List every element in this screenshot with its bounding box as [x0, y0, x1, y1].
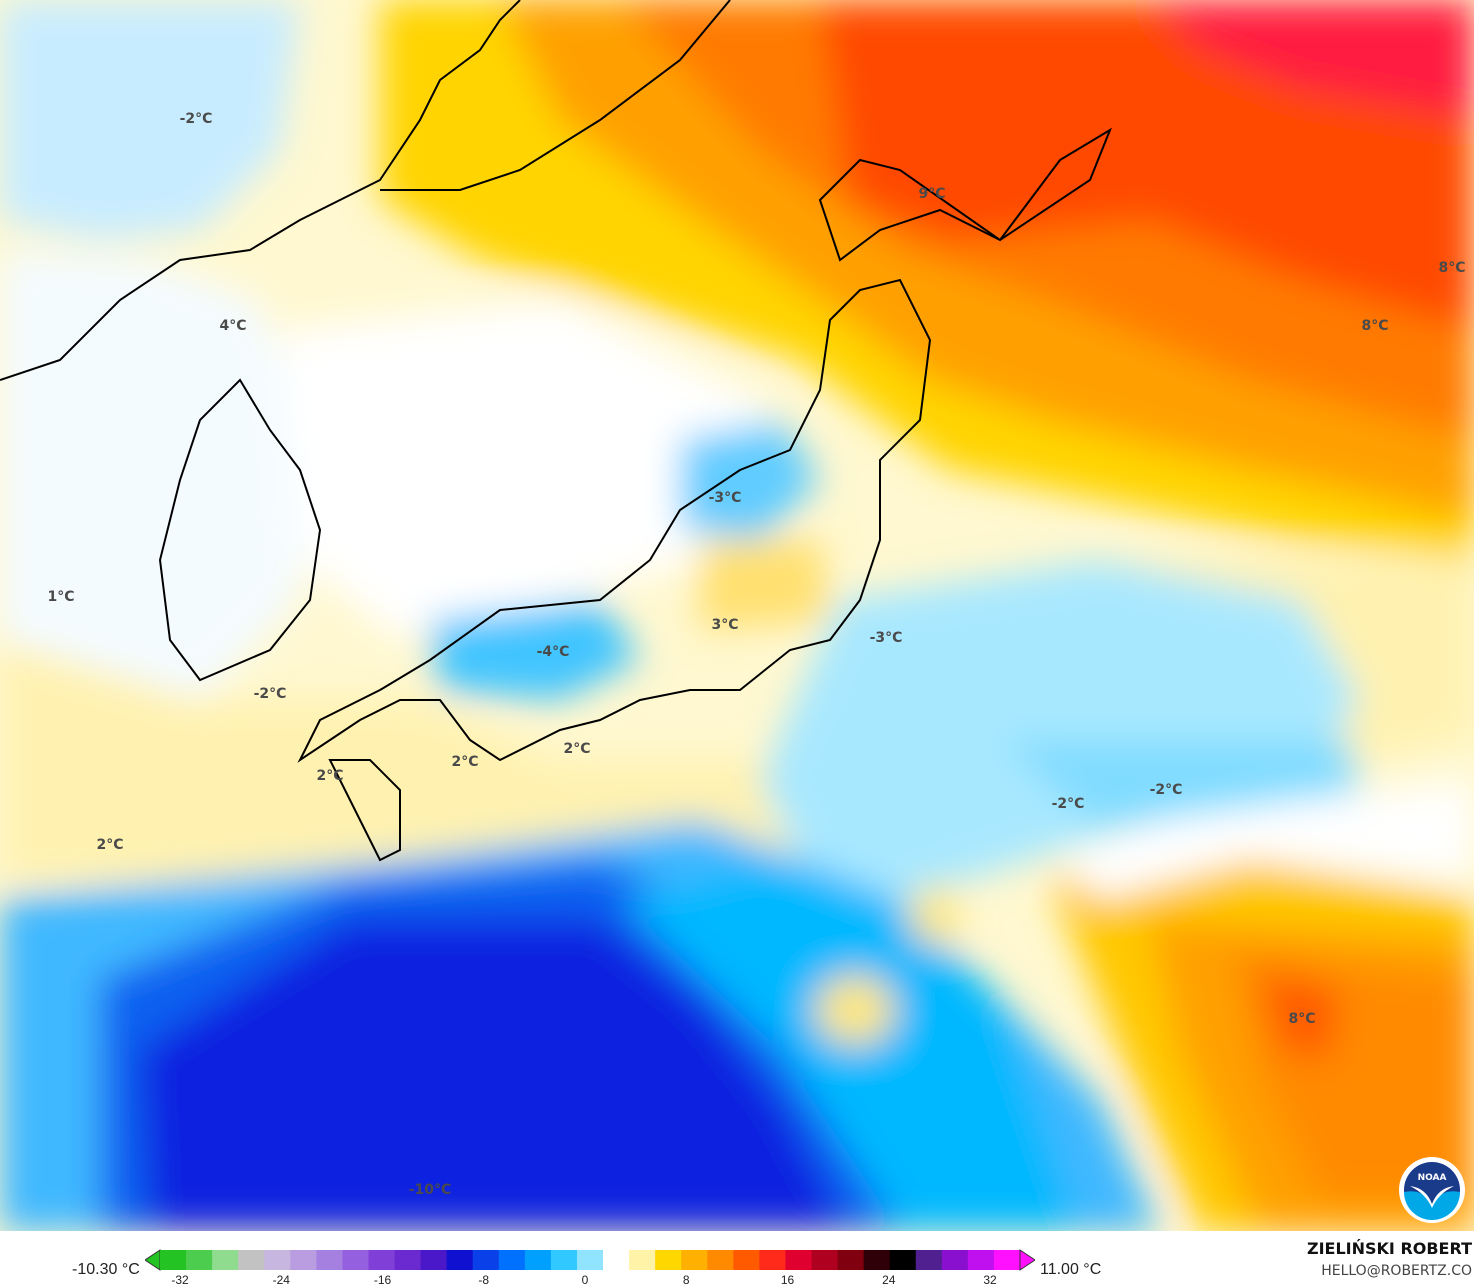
temperature-label: 8°C — [1288, 1011, 1316, 1027]
temperature-label: 9°C — [918, 186, 946, 202]
temperature-label: 3°C — [711, 617, 739, 633]
colorbar-segment — [681, 1250, 708, 1270]
colorbar-segment — [472, 1250, 500, 1270]
colorbar-segment — [550, 1250, 578, 1270]
temperature-label: 8°C — [1361, 318, 1389, 334]
colorbar-min-arrow — [145, 1249, 161, 1271]
temperature-label: -3°C — [708, 490, 742, 506]
colorbar-tick-label: 0 — [581, 1273, 589, 1287]
temperature-label: -2°C — [253, 686, 287, 702]
colorbar-tick-label: -32 — [171, 1273, 189, 1287]
coastlines — [0, 0, 1113, 862]
colorbar-segment — [629, 1250, 656, 1270]
temperature-label: 2°C — [316, 768, 344, 784]
temperature-label: 2°C — [96, 837, 124, 853]
temperature-label: 4°C — [219, 318, 247, 334]
colorbar-segment — [498, 1250, 526, 1270]
colorbar-segment — [576, 1250, 604, 1270]
colorbar-tick-label: -24 — [272, 1273, 290, 1287]
colorbar-segment — [342, 1250, 369, 1270]
colorbar-segment — [368, 1250, 396, 1270]
temperature-field — [0, 0, 1474, 1231]
colorbar-tick-label: 24 — [882, 1273, 896, 1287]
colorbar-segment — [446, 1250, 474, 1270]
temperature-label: 8°C — [1438, 260, 1466, 276]
colorbar-tick-label: 32 — [983, 1273, 997, 1287]
noaa-logo: NOAA — [1399, 1157, 1465, 1223]
colorbar-segment — [603, 1250, 630, 1270]
colorbar-segment — [238, 1250, 265, 1270]
colorbar-segment — [759, 1250, 786, 1270]
colorbar-segment — [316, 1250, 343, 1270]
noaa-logo-text: NOAA — [1418, 1173, 1447, 1183]
temperature-label: 2°C — [563, 741, 591, 757]
colorbar — [145, 1249, 1035, 1271]
temperature-anomaly-map: NOAA — [0, 0, 1474, 1231]
colorbar-segment — [264, 1250, 291, 1270]
temperature-label: -4°C — [536, 644, 570, 660]
colorbar-segment — [394, 1250, 422, 1270]
colorbar-segment — [733, 1250, 760, 1270]
colorbar-segment — [785, 1250, 813, 1270]
temperature-label: -10°C — [408, 1182, 452, 1198]
temperature-label: 2°C — [451, 754, 479, 770]
colorbar-segment — [837, 1250, 865, 1270]
colorbar-segment — [993, 1250, 1021, 1270]
colorbar-segment — [420, 1250, 448, 1270]
colorbar-segment — [212, 1250, 239, 1270]
temperature-label: -2°C — [1051, 796, 1085, 812]
colorbar-tick-label: 8 — [682, 1273, 690, 1287]
colorbar-segment — [707, 1250, 734, 1270]
colorbar-segment — [811, 1250, 839, 1270]
colorbar-segment — [863, 1250, 891, 1270]
colorbar-segment — [186, 1250, 213, 1270]
temperature-label: -2°C — [179, 111, 213, 127]
colorbar-segment — [915, 1250, 943, 1270]
colorbar-segment — [655, 1250, 682, 1270]
temperature-label: -3°C — [869, 630, 903, 646]
author-name: ZIELIŃSKI ROBERT — [1306, 1239, 1472, 1258]
author-email[interactable]: HELLO@ROBERTZ.CO — [1321, 1263, 1472, 1279]
colorbar-segment — [524, 1250, 552, 1270]
colorbar-tick-label: -16 — [373, 1273, 392, 1287]
colorbar-tick-label: -8 — [478, 1273, 490, 1287]
colorbar-segment — [941, 1250, 969, 1270]
colorbar-max-arrow — [1019, 1249, 1035, 1271]
colorbar-segment — [160, 1250, 187, 1270]
temperature-label: 1°C — [47, 589, 75, 605]
max-value: 11.00 °C — [1040, 1261, 1102, 1278]
colorbar-legend: -10.30 °C -32 -24 -16 -8 0 8 16 24 32 11.00 °C Z… — [0, 1231, 1474, 1287]
colorbar-segment — [889, 1250, 917, 1270]
colorbar-segment — [967, 1250, 995, 1270]
colorbar-tick-label: 16 — [780, 1273, 795, 1287]
colorbar-segment — [290, 1250, 317, 1270]
min-value: -10.30 °C — [72, 1261, 140, 1278]
temperature-label: -2°C — [1149, 782, 1183, 798]
